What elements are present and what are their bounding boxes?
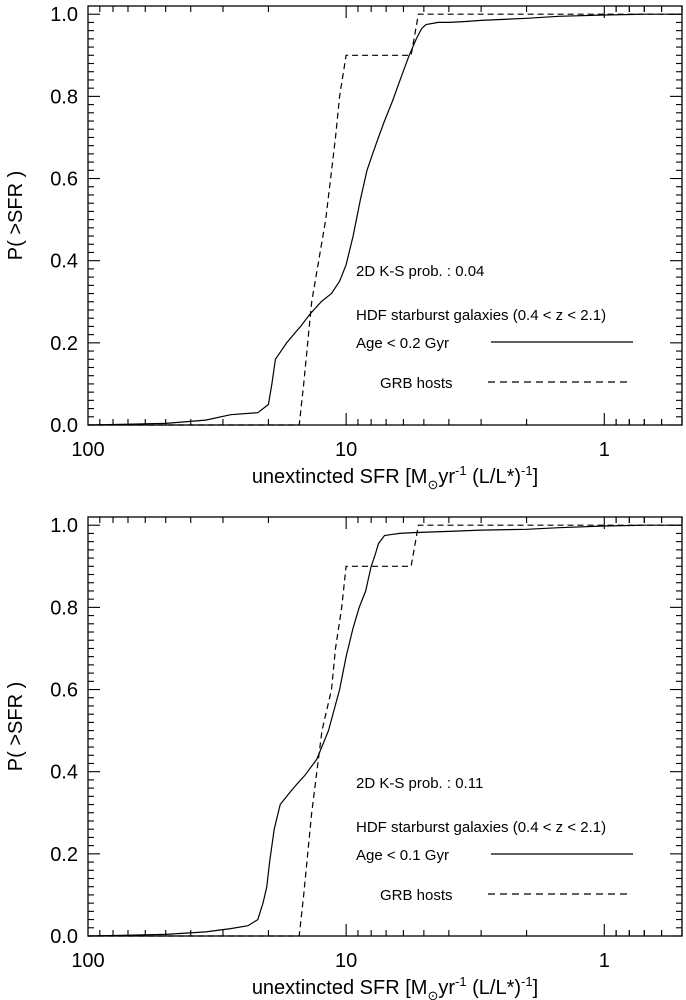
legend-label-hdf: HDF starburst galaxies (0.4 < z < 2.1) [356, 307, 606, 324]
x-tick-label: 1 [599, 950, 610, 972]
x-axis-label-sup2: -1 [521, 463, 533, 478]
ks-probability-annotation: 2D K-S prob. : 0.11 [356, 775, 483, 792]
x-tick-label: 1 [599, 439, 610, 461]
y-tick-label: 0.4 [50, 251, 78, 273]
series-hdf-starburst [87, 13, 682, 426]
y-tick-label: 0.2 [50, 333, 78, 355]
y-tick-label: 0.8 [50, 86, 78, 108]
x-axis-label-sub: ⊙ [427, 988, 438, 1000]
y-tick-label: 0.8 [50, 597, 78, 619]
y-tick-label: 1.0 [50, 4, 78, 26]
x-tick-label: 100 [71, 950, 104, 972]
x-axis-label-sub: ⊙ [427, 477, 438, 492]
x-axis-label-base: unextincted SFR [M [252, 977, 428, 999]
legend-label-age: Age < 0.1 Gyr [356, 847, 449, 864]
y-axis-label: P( >SFR ) [5, 171, 27, 260]
x-axis-label-tail: (L/L*) [467, 977, 521, 999]
legend-label-grb: GRB hosts [380, 887, 453, 904]
x-tick-label: 100 [71, 439, 104, 461]
series-hdf-starburst [87, 524, 682, 937]
legend-label-hdf: HDF starburst galaxies (0.4 < z < 2.1) [356, 819, 606, 836]
y-tick-label: 0.6 [50, 680, 78, 702]
series-grb-hosts [88, 524, 682, 937]
y-tick-label: 1.0 [50, 515, 78, 537]
plot-frame [87, 516, 683, 937]
x-axis-label-base: unextincted SFR [M [252, 466, 428, 488]
y-tick-label: 0.0 [50, 926, 78, 948]
y-axis-label: P( >SFR ) [5, 682, 27, 771]
x-axis-label-end: ] [533, 977, 539, 999]
chart-panel-1: 100 10 1 0.0 0.2 0.4 0.6 0.8 1.0 P( >SFR ) unextin… [5, 4, 683, 492]
x-axis-label-tail: (L/L*) [467, 466, 521, 488]
series-grb-hosts [88, 13, 682, 426]
x-axis-label-end: ] [533, 466, 539, 488]
x-axis-label-sup2: -1 [521, 974, 533, 989]
y-tick-label: 0.6 [50, 169, 78, 191]
y-tick-label: 0.0 [50, 415, 78, 437]
legend-label-grb: GRB hosts [380, 375, 453, 392]
chart-panel-2: 100 10 1 0.0 0.2 0.4 0.6 0.8 1.0 P( >SFR ) unextin… [5, 515, 683, 1000]
x-axis-label: unextincted SFR [M⊙yr-1 (L/L*)-1] [252, 974, 538, 1000]
plot-frame [87, 5, 683, 426]
x-tick-label: 10 [335, 439, 357, 461]
y-tick-label: 0.4 [50, 762, 78, 784]
x-axis-label: unextincted SFR [M⊙yr-1 (L/L*)-1] [252, 463, 538, 492]
ks-probability-annotation: 2D K-S prob. : 0.04 [356, 263, 484, 280]
legend-label-age: Age < 0.2 Gyr [356, 335, 449, 352]
x-tick-label: 10 [335, 950, 357, 972]
x-axis-label-mid: yr [438, 466, 455, 488]
x-axis-label-mid: yr [438, 977, 455, 999]
x-axis-label-sup1: -1 [455, 463, 467, 478]
y-tick-label: 0.2 [50, 844, 78, 866]
x-axis-label-sup1: -1 [455, 974, 467, 989]
